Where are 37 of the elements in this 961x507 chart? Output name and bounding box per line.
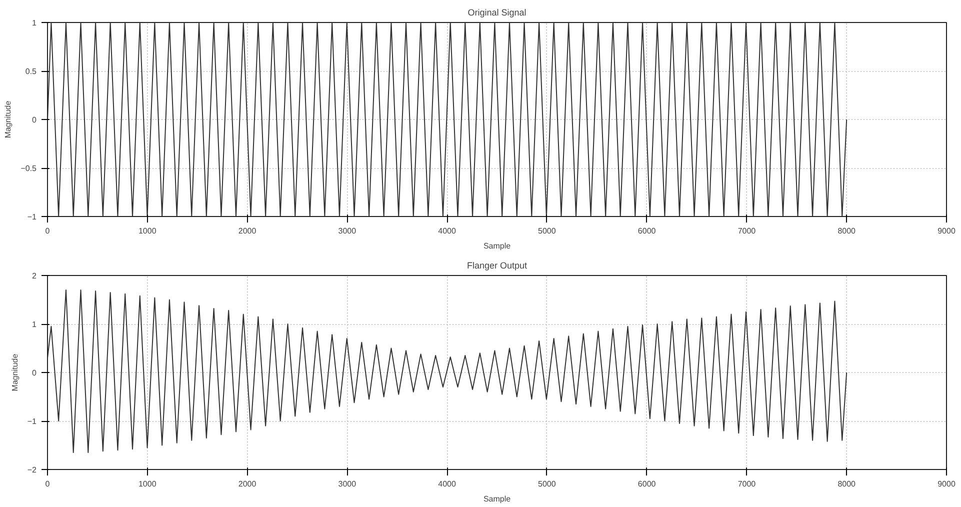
chart-title: Original Signal <box>468 8 526 18</box>
x-tick-label: 4000 <box>438 480 457 488</box>
x-tick-label: 0 <box>45 480 50 488</box>
x-tick-label: 6000 <box>638 226 656 236</box>
y-tick-label: −1 <box>27 212 38 222</box>
x-tick-label: 5000 <box>538 226 556 236</box>
x-tick-label: 7000 <box>738 480 756 488</box>
x-tick-label: 1000 <box>138 226 157 236</box>
y-axis-title: Magnitude <box>4 100 13 138</box>
x-axis-title: Sample <box>483 494 512 504</box>
y-tick-label: −1 <box>27 417 38 426</box>
x-tick-label: 2000 <box>238 480 257 488</box>
x-tick-label: 9000 <box>938 480 956 488</box>
y-tick-label: 1 <box>32 18 38 28</box>
x-tick-label: 3000 <box>338 480 357 488</box>
x-tick-label: 5000 <box>538 480 556 488</box>
x-tick-label: 9000 <box>938 226 956 236</box>
x-tick-label: 4000 <box>438 226 457 236</box>
x-tick-label: 1000 <box>138 480 157 488</box>
x-tick-label: 7000 <box>738 226 756 236</box>
y-tick-label: 2 <box>32 272 38 280</box>
x-tick-label: 8000 <box>838 480 856 488</box>
y-tick-label: 1 <box>32 320 38 329</box>
x-tick-label: 2000 <box>238 226 257 236</box>
x-axis-title: Sample <box>483 242 512 250</box>
y-tick-label: −2 <box>27 466 38 474</box>
x-tick-label: 6000 <box>638 480 656 488</box>
chart-title: Flanger Output <box>466 260 528 270</box>
y-axis-title: Magnitude <box>10 353 20 392</box>
y-tick-label: 0.5 <box>25 67 38 76</box>
line-series <box>48 290 848 454</box>
y-tick-label: 0 <box>32 116 38 124</box>
y-tick-label: −0.5 <box>20 164 38 173</box>
y-tick-label: 0 <box>32 368 38 378</box>
x-tick-label: 8000 <box>838 226 856 236</box>
x-tick-label: 0 <box>45 226 50 236</box>
x-tick-label: 3000 <box>338 226 357 236</box>
